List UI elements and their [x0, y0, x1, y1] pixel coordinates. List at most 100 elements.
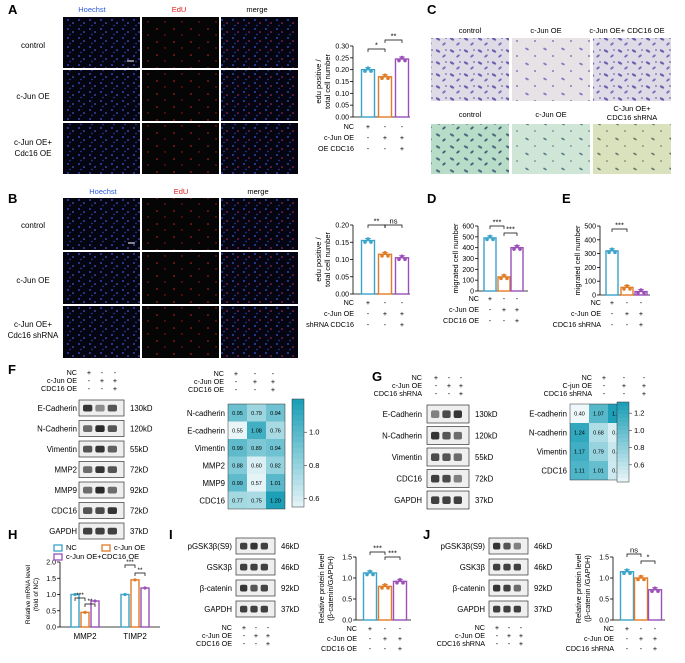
colorbar-segment — [617, 414, 629, 419]
protein-label: E-Cadherin — [383, 410, 422, 419]
image-label: control — [459, 26, 482, 35]
panel-letter: I — [169, 527, 173, 542]
condition-sign: + — [383, 634, 387, 643]
heatmap-value: 0.76 — [270, 428, 281, 434]
panel-letter: C — [427, 2, 437, 17]
condition-label: CDC16 OE — [321, 644, 357, 653]
bar — [360, 239, 376, 295]
y-tick-label: 400 — [462, 245, 474, 252]
blot-band — [513, 563, 521, 571]
condition-sign: + — [495, 623, 499, 632]
bar — [619, 571, 635, 621]
molecular-weight-label: 120kD — [475, 432, 498, 441]
data-point — [650, 589, 654, 594]
data-point — [622, 571, 626, 575]
colorbar-border — [291, 398, 305, 508]
condition-label: CDC16 shRNA — [374, 389, 423, 398]
colorbar-segment — [292, 426, 304, 432]
colorbar-segment — [292, 447, 304, 454]
heatmap-cell — [247, 421, 266, 439]
heatmap-cell — [228, 421, 247, 439]
heatmap-cell — [228, 404, 247, 422]
condition-sign: - — [384, 122, 387, 131]
condition-sign: - — [101, 368, 104, 377]
condition-sign: - — [255, 623, 258, 632]
condition-table: NC + - -c-Jun OE - + +CDC16 shRNA - - + — [374, 373, 463, 398]
blot-band — [83, 486, 93, 494]
y-tick-label: 100 — [584, 279, 596, 286]
heatmap-cell — [266, 474, 285, 492]
significance-label: *** — [506, 225, 515, 234]
colorbar-border — [616, 401, 630, 483]
heatmap-value: 0.79 — [251, 411, 262, 417]
bar — [120, 593, 130, 628]
blot-band — [260, 605, 268, 613]
heatmap-value: 0.89 — [251, 446, 262, 452]
condition-sign: - — [640, 644, 643, 653]
heatmap-value: 1.17 — [574, 450, 585, 456]
image-label: C-Jun OE+ — [613, 104, 651, 113]
condition-label: NC — [412, 373, 422, 382]
heatmap-value: 1.01 — [593, 469, 604, 475]
condition-sign: - — [448, 389, 451, 398]
micrograph-grid — [63, 17, 298, 174]
legend-swatch — [53, 544, 63, 552]
colorbar-segment — [617, 446, 629, 451]
protein-label: pGSK3β(S9) — [441, 542, 486, 551]
panel-letter: E — [562, 191, 571, 206]
condition-label: NC — [604, 624, 614, 633]
molecular-weight-label: 92kD — [281, 584, 300, 593]
heatmap-row-label: MMP9 — [202, 479, 225, 488]
data-point — [610, 247, 614, 252]
y-tick-label: 1.0 — [599, 576, 609, 583]
y-axis-label: Relative protein level — [574, 553, 583, 623]
significance-bracket — [384, 39, 403, 43]
protein-label: CDC16 — [51, 507, 77, 516]
image-label: CDC16 shRNA — [607, 113, 657, 122]
condition-sign: + — [383, 309, 387, 318]
condition-sign: + — [383, 133, 387, 142]
y-tick-label: 0.0 — [342, 618, 352, 625]
molecular-weight-label: 37kD — [534, 605, 553, 614]
blot-band — [513, 584, 521, 592]
condition-label: CDC16 shRNA — [553, 320, 602, 329]
significance-bracket — [384, 224, 403, 228]
condition-sign: + — [639, 320, 643, 329]
micrograph-grid — [63, 198, 298, 358]
row-label: control — [21, 221, 45, 230]
y-axis-label: (β-catenin/GAPDH) — [326, 556, 335, 621]
heatmap-value: 0.40 — [574, 412, 585, 418]
panel-j: J pGSK3β(S9) 46kD GSK3β 46kD β-catenin 92kD GA… — [423, 527, 665, 653]
data-point — [636, 291, 640, 295]
heatmap-value: 0.88 — [232, 463, 243, 469]
heatmap-cell — [266, 456, 285, 474]
colorbar-segment — [292, 399, 304, 405]
molecular-weight-label: 72kD — [130, 466, 149, 475]
data-point — [380, 254, 384, 258]
significance-bracket — [626, 553, 642, 557]
data-point — [93, 599, 97, 603]
transwell-image — [512, 124, 590, 174]
heatmap-cell — [570, 442, 589, 461]
y-tick-label: 300 — [584, 251, 596, 258]
micrograph — [221, 198, 298, 250]
transwell-image — [593, 38, 671, 101]
heatmap-cell — [228, 456, 247, 474]
data-point — [622, 287, 626, 291]
colorbar-segment — [617, 426, 629, 431]
panel-letter: F — [8, 362, 16, 377]
data-point — [386, 586, 390, 590]
blot-band — [453, 496, 462, 504]
condition-table: NC + - -c-Jun OE - + +CDC16 OE - - + — [41, 368, 117, 393]
transwell-image — [431, 124, 509, 174]
panel-letter: H — [8, 527, 17, 542]
blot-band — [431, 474, 440, 483]
blot-band — [107, 445, 117, 453]
condition-sign: - — [603, 381, 606, 390]
condition-table: NC + - -C-jun OE - + +CDC16 shRNA - - + — [544, 373, 646, 398]
condition-sign: - — [626, 644, 629, 653]
colorbar-segment — [617, 442, 629, 447]
y-tick-label: 0.15 — [335, 240, 349, 247]
data-point — [505, 276, 509, 281]
blot-band — [493, 563, 501, 571]
